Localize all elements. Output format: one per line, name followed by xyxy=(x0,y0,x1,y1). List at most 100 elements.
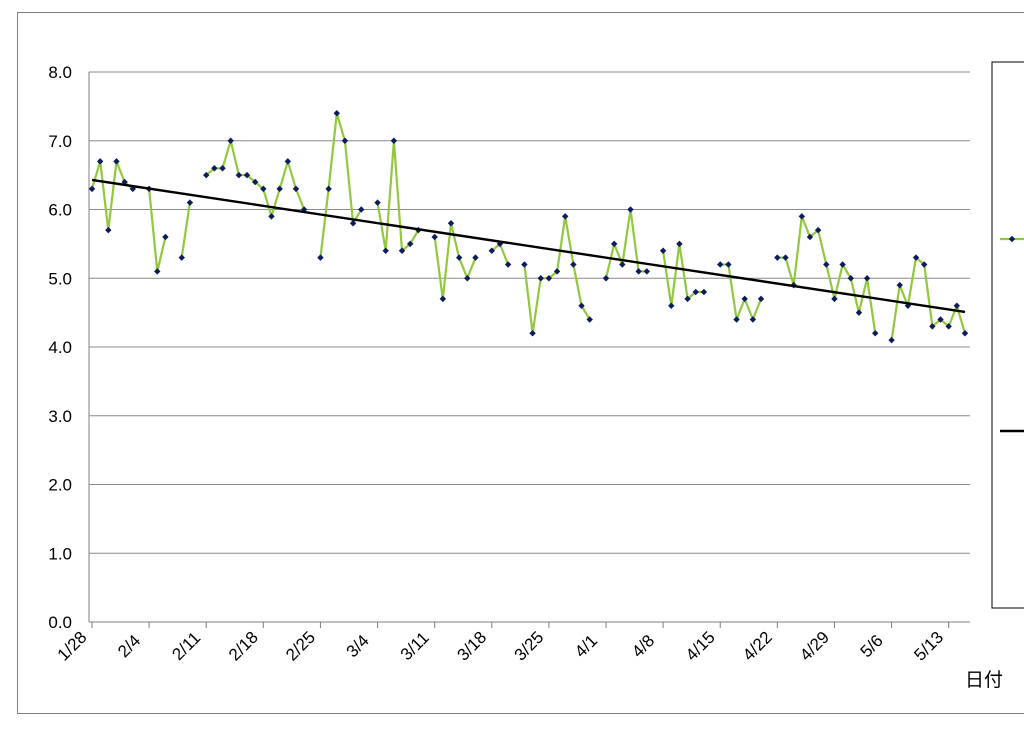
data-point xyxy=(88,185,96,193)
gridlines xyxy=(89,71,970,554)
trend-line xyxy=(91,178,966,314)
data-point xyxy=(243,171,251,179)
data-point xyxy=(504,261,512,268)
series-line-segment xyxy=(376,139,420,252)
data-point xyxy=(733,316,740,323)
data-point xyxy=(953,302,961,309)
data-point xyxy=(529,330,536,337)
data-point xyxy=(276,185,283,193)
data-point xyxy=(341,137,349,144)
series-line-segment xyxy=(890,256,967,341)
data-point xyxy=(268,213,275,220)
data-point xyxy=(937,316,944,323)
x-tick-label: 4/8 xyxy=(628,631,658,661)
data-point xyxy=(325,185,332,193)
data-point xyxy=(872,330,879,337)
data-point xyxy=(757,295,765,303)
data-point xyxy=(553,268,561,275)
x-tick-label: 5/13 xyxy=(910,628,947,665)
data-point xyxy=(358,206,365,213)
x-tick-label: 3/4 xyxy=(343,631,373,661)
data-point xyxy=(374,199,381,206)
x-tick-label: 4/29 xyxy=(796,628,833,665)
data-point xyxy=(317,254,324,261)
data-point xyxy=(831,295,838,303)
y-tick-label: 7.0 xyxy=(48,132,72,151)
series-line-segment xyxy=(90,160,134,232)
data-point xyxy=(472,254,479,261)
data-point xyxy=(896,281,903,289)
data-point xyxy=(251,178,259,186)
data-point xyxy=(929,323,936,330)
data-point xyxy=(692,288,699,296)
data-point xyxy=(211,165,218,172)
data-point xyxy=(382,247,389,254)
data-point xyxy=(447,220,455,227)
y-tick-label: 6.0 xyxy=(48,201,72,220)
data-point xyxy=(96,158,104,165)
data-point xyxy=(154,268,161,275)
data-point xyxy=(798,213,806,220)
y-tick-label: 5.0 xyxy=(48,269,72,288)
x-tick-label: 3/11 xyxy=(397,628,433,664)
y-tick-label: 8.0 xyxy=(48,63,72,82)
x-tick-label: 5/6 xyxy=(857,631,887,661)
data-point xyxy=(610,240,618,248)
data-point xyxy=(464,275,471,282)
x-axis-ticks: 1/28 2/4 2/11 2/18 2/25 3/4 3/11 3/18 3/25 4/1 4/8… xyxy=(54,622,950,665)
data-point xyxy=(961,330,969,337)
data-point xyxy=(823,261,830,268)
data-point xyxy=(292,185,300,193)
data-point xyxy=(578,302,585,309)
data-point xyxy=(749,316,757,323)
data-point xyxy=(700,288,708,296)
y-tick-label: 1.0 xyxy=(48,544,72,563)
x-tick-label: 1/28 xyxy=(54,628,91,665)
data-point xyxy=(741,295,748,303)
data-point xyxy=(260,185,267,193)
x-tick-label: 2/11 xyxy=(168,628,204,664)
data-point xyxy=(439,295,447,303)
data-point xyxy=(602,275,610,282)
data-point xyxy=(912,254,920,261)
series-line-segment xyxy=(720,263,763,321)
data-point xyxy=(129,185,136,193)
data-point xyxy=(227,137,234,144)
data-point xyxy=(570,261,577,268)
data-point xyxy=(488,247,495,254)
data-point xyxy=(774,254,781,261)
x-tick-label: 3/25 xyxy=(511,628,548,665)
x-tick-label: 2/25 xyxy=(282,628,319,665)
data-point xyxy=(888,336,895,344)
data-point xyxy=(545,275,553,282)
data-point xyxy=(619,261,626,268)
data-point xyxy=(390,137,398,144)
x-tick-label: 3/18 xyxy=(453,628,490,665)
data-point xyxy=(863,275,871,282)
x-tick-label: 4/22 xyxy=(739,628,776,665)
data-point xyxy=(203,171,210,179)
data-point xyxy=(105,226,112,234)
series-line-segment xyxy=(319,112,363,258)
data-point xyxy=(186,199,194,206)
data-point xyxy=(537,275,544,282)
data-point xyxy=(627,206,634,213)
data-point xyxy=(178,254,185,261)
data-point xyxy=(717,261,724,268)
data-point xyxy=(406,240,414,248)
data-point xyxy=(806,233,814,241)
y-tick-label: 3.0 xyxy=(48,407,72,426)
legend-box xyxy=(991,61,1024,609)
data-point xyxy=(676,240,683,248)
data-point xyxy=(455,254,463,261)
data-point xyxy=(349,220,357,227)
data-point xyxy=(521,261,528,268)
data-point xyxy=(235,171,243,179)
data-point xyxy=(725,261,732,268)
data-point xyxy=(635,268,642,275)
data-point xyxy=(659,247,667,254)
series-line-segment xyxy=(433,222,477,300)
axes xyxy=(88,72,970,623)
data-point xyxy=(562,213,569,220)
